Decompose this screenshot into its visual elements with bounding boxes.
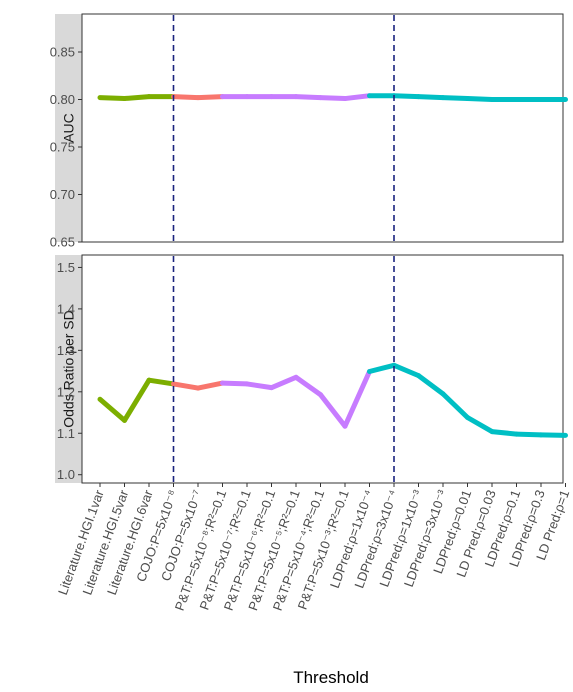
series-segment <box>440 391 470 421</box>
y-tick-label: 1.1 <box>57 426 75 441</box>
x-ticks: Literature.HGI.1varLiterature.HGI.5varLi… <box>55 483 572 613</box>
series-segment <box>171 94 201 101</box>
series-segment <box>318 95 348 102</box>
series-segment <box>514 431 544 438</box>
y-tick-label: 0.70 <box>50 187 75 202</box>
series-segment <box>97 396 127 423</box>
y-tick-label: 0.85 <box>50 45 75 60</box>
y-tick-label: 1.5 <box>57 260 75 275</box>
series-segment <box>122 377 152 423</box>
series-segment <box>122 94 152 102</box>
plot-frame-odds-ratio <box>81 254 564 484</box>
series-segment <box>97 95 127 102</box>
reference-lines <box>172 15 395 482</box>
y-ticks-auc: 0.65 0.70 0.75 0.80 0.85 <box>50 45 82 250</box>
series-segment <box>367 362 397 374</box>
panel-auc: AUC 0.65 0.70 0.75 0.80 0.85 <box>50 13 568 250</box>
y-tick-label: 1.4 <box>57 301 75 316</box>
series-segment <box>293 94 323 101</box>
panel-odds-ratio: Odds Ratio per SD 1.0 1.1 1.2 1.3 1.4 1.5 <box>55 254 568 484</box>
series-segment <box>195 380 225 391</box>
series-segment <box>171 381 201 391</box>
series-segment <box>465 415 495 435</box>
y-tick-label: 1.0 <box>57 467 75 482</box>
series-segment <box>244 381 274 391</box>
series-segment <box>195 94 225 101</box>
series-segment <box>342 368 372 429</box>
series-segment <box>391 93 421 100</box>
y-tick-label: 0.65 <box>50 235 75 250</box>
series-segment <box>465 96 495 102</box>
series-odds-ratio <box>97 362 568 438</box>
strip-label-auc: AUC <box>61 113 77 143</box>
series-segment <box>269 374 299 391</box>
y-ticks-odds-ratio: 1.0 1.1 1.2 1.3 1.4 1.5 <box>57 260 82 482</box>
series-segment <box>391 362 421 379</box>
y-tick-label: 0.75 <box>50 140 75 155</box>
series-segment <box>342 93 372 102</box>
strip-label-odds-ratio: Odds Ratio per SD <box>61 310 77 428</box>
series-segment <box>440 95 470 102</box>
strip-auc <box>55 14 82 242</box>
series-segment <box>416 94 446 101</box>
series-auc <box>97 93 568 102</box>
x-axis-title: Threshold <box>293 668 369 687</box>
strip-odds-ratio <box>55 255 82 483</box>
series-segment <box>416 373 446 397</box>
y-tick-label: 1.2 <box>57 384 75 399</box>
y-tick-label: 1.3 <box>57 343 75 358</box>
series-segment <box>489 429 519 437</box>
series-segment <box>318 392 348 429</box>
series-segment <box>293 374 323 398</box>
plot-frame-auc <box>81 13 564 243</box>
y-tick-label: 0.80 <box>50 92 75 107</box>
series-segment <box>220 380 250 387</box>
series-segment <box>146 377 176 387</box>
